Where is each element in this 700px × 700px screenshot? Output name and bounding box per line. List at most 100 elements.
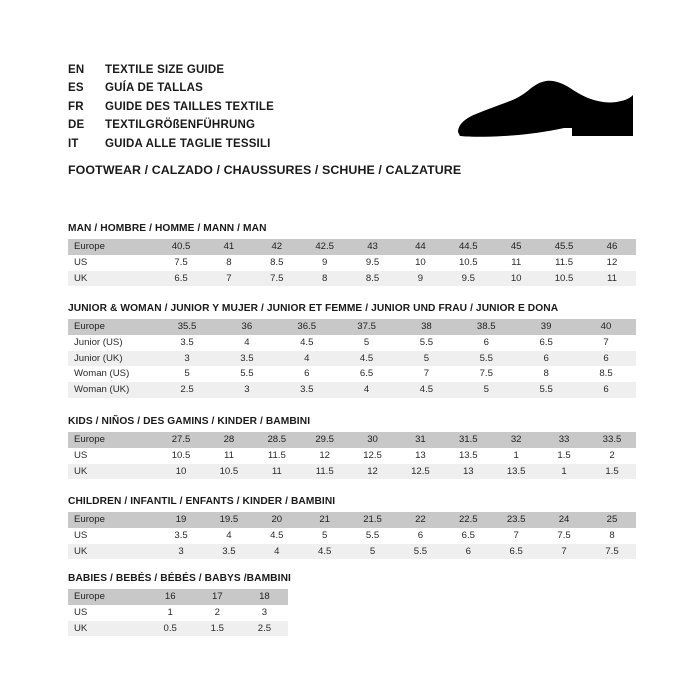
size-cell: 3.5 — [216, 350, 277, 367]
size-cell: 9 — [300, 254, 349, 271]
column-header-cell: 37.5 — [336, 319, 397, 335]
size-cell: 5 — [300, 527, 349, 544]
size-cell: 4.5 — [276, 334, 337, 351]
size-cell: 10.5 — [444, 254, 493, 271]
size-cell: 3 — [240, 604, 288, 621]
size-cell: 2.5 — [240, 620, 288, 637]
size-cell: 2 — [193, 604, 241, 621]
language-guide-title: GUIDE DES TAILLES TEXTILE — [105, 100, 274, 113]
row-label: US — [68, 527, 158, 544]
row-label: Junior (US) — [68, 334, 158, 351]
language-code: ES — [68, 82, 84, 95]
size-cell: 11 — [252, 463, 301, 480]
size-cell: 11.5 — [540, 254, 588, 271]
size-cell: 2 — [588, 447, 636, 464]
size-cell: 12.5 — [396, 463, 445, 480]
section-man: MAN / HOMBRE / HOMME / MANN / MAN Europe… — [68, 222, 636, 287]
language-guide-title: GUIDA ALLE TAGLIE TESSILI — [105, 137, 271, 150]
size-cell: 13 — [396, 447, 445, 464]
section-title: JUNIOR & WOMAN / JUNIOR Y MUJER / JUNIOR… — [68, 303, 559, 314]
column-header-cell: 39 — [516, 319, 577, 335]
row-label: Europe — [68, 512, 158, 528]
table-row: UK 0.5 1.5 2.5 — [68, 620, 288, 637]
size-cell: 4 — [252, 543, 301, 560]
size-cell: 8 — [205, 254, 253, 271]
size-cell: 3.5 — [205, 543, 253, 560]
size-cell: 8 — [588, 527, 636, 544]
size-cell: 5.5 — [216, 366, 277, 383]
row-label: US — [68, 254, 158, 271]
row-label: UK — [68, 270, 158, 287]
column-header-cell: 36.5 — [276, 319, 337, 335]
column-header-cell: 42 — [252, 239, 301, 255]
size-cell: 6.5 — [157, 270, 205, 287]
size-cell: 5 — [336, 334, 397, 351]
size-cell: 3 — [157, 543, 205, 560]
footwear-category-title: FOOTWEAR / CALZADO / CHAUSSURES / SCHUHE… — [68, 163, 462, 177]
language-guide-title: TEXTILGRÖßENFÜHRUNG — [105, 119, 256, 132]
size-cell: 1 — [492, 447, 541, 464]
size-cell: 4 — [336, 382, 397, 398]
column-header-cell: 22 — [396, 512, 445, 528]
section-babies: BABIES / BEBÉS / BÉBÉS / BABYS /BAMBINI … — [68, 572, 291, 637]
size-cell: 4.5 — [252, 527, 301, 544]
size-cell: 10.5 — [205, 463, 253, 480]
column-header-cell: 23.5 — [492, 512, 541, 528]
section-title: CHILDREN / INFANTIL / ENFANTS / KINDER /… — [68, 496, 336, 507]
column-header-cell: 30 — [348, 432, 397, 448]
table-row: Woman (US) 5 5.5 6 6.5 7 7.5 8 8.5 — [68, 366, 636, 383]
size-cell: 8 — [300, 270, 349, 287]
column-header-cell: 38 — [396, 319, 457, 335]
language-header: EN TEXTILE SIZE GUIDE ES GUÍA DE TALLAS FR GU… — [68, 64, 638, 156]
column-header-cell: 44.5 — [444, 239, 493, 255]
table-header-row: Europe 19 19.5 20 21 21.5 22 22.5 23.5 24 25 — [68, 512, 636, 528]
size-cell: 7 — [492, 527, 541, 544]
size-cell: 6.5 — [492, 543, 541, 560]
table-row: US 7.5 8 8.5 9 9.5 10 10.5 11 11.5 12 — [68, 254, 636, 271]
column-header-cell: 24 — [540, 512, 588, 528]
size-cell: 6 — [444, 543, 493, 560]
size-cell: 13.5 — [444, 447, 493, 464]
size-cell: 13 — [444, 463, 493, 480]
size-cell: 11.5 — [300, 463, 349, 480]
size-cell: 9 — [396, 270, 445, 287]
size-cell: 7.5 — [588, 543, 636, 560]
column-header-cell: 40 — [576, 319, 636, 335]
column-header-cell: 35.5 — [157, 319, 217, 335]
row-label: UK — [68, 620, 147, 637]
size-table-junior-woman: Europe 35.5 36 36.5 37.5 38 38.5 39 40 Junior (US… — [68, 319, 636, 398]
column-header-cell: 29.5 — [300, 432, 349, 448]
size-cell: 5.5 — [396, 543, 445, 560]
size-cell: 10 — [492, 270, 541, 287]
column-header-cell: 20 — [252, 512, 301, 528]
size-cell: 11 — [205, 447, 253, 464]
table-header-row: Europe 16 17 18 — [68, 589, 288, 605]
size-cell: 1 — [540, 463, 588, 480]
language-row: EN TEXTILE SIZE GUIDE — [68, 64, 638, 82]
column-header-cell: 28 — [205, 432, 253, 448]
column-header-cell: 36 — [216, 319, 277, 335]
row-label: UK — [68, 463, 158, 480]
size-cell: 6 — [396, 527, 445, 544]
dress-shoe-icon — [446, 74, 636, 156]
column-header-cell: 33 — [540, 432, 588, 448]
size-cell: 13.5 — [492, 463, 541, 480]
language-row: ES GUÍA DE TALLAS — [68, 82, 638, 100]
column-header-cell: 31 — [396, 432, 445, 448]
language-guide-title: GUÍA DE TALLAS — [105, 82, 203, 95]
language-row: FR GUIDE DES TAILLES TEXTILE — [68, 101, 638, 119]
size-cell: 12 — [348, 463, 397, 480]
column-header-cell: 46 — [588, 239, 636, 255]
language-guide-title: TEXTILE SIZE GUIDE — [105, 64, 225, 76]
size-cell: 7.5 — [252, 270, 301, 287]
size-cell: 10 — [157, 463, 205, 480]
size-cell: 5 — [348, 543, 397, 560]
table-row: UK 6.5 7 7.5 8 8.5 9 9.5 10 10.5 11 — [68, 270, 636, 287]
size-cell: 10 — [396, 254, 445, 271]
size-cell: 5.5 — [348, 527, 397, 544]
column-header-cell: 44 — [396, 239, 445, 255]
language-row: IT GUIDA ALLE TAGLIE TESSILI — [68, 138, 638, 156]
column-header-cell: 32 — [492, 432, 541, 448]
size-cell: 11.5 — [252, 447, 301, 464]
